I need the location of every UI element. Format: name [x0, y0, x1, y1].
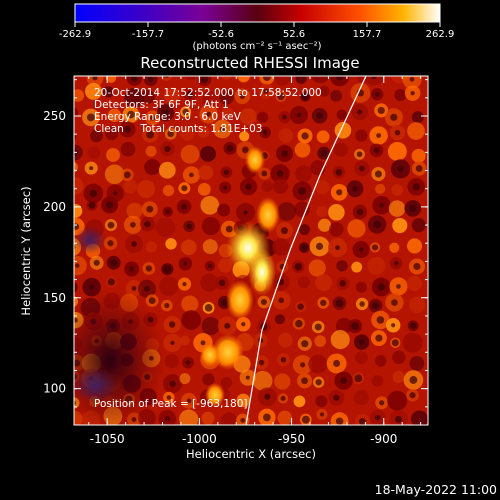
energy-range-label: Energy Range: 3.0 - 6.0 keV: [94, 111, 242, 123]
solar-image: [74, 76, 428, 425]
x-tick-label: -950: [278, 432, 305, 446]
clean-counts-label: Clean Total counts: 1.81E+03: [94, 123, 263, 135]
colorbar: [74, 3, 441, 23]
plot-title: Reconstructed RHESSI Image: [140, 54, 359, 72]
y-tick-label: 100: [43, 382, 66, 396]
x-tick-label: -1000: [182, 432, 217, 446]
x-tick-label: -1050: [90, 432, 125, 446]
x-tick-label: -900: [370, 432, 397, 446]
time-range-label: 20-Oct-2014 17:52:52.000 to 17:58:52.000: [94, 87, 322, 99]
y-axis-ticks: 100 150 200 250: [43, 79, 428, 408]
colorbar-tick-label: 262.9: [426, 29, 455, 40]
plot-frame: [73, 75, 429, 426]
y-tick-label: 250: [43, 109, 66, 123]
colorbar-tick-label: 157.7: [353, 29, 382, 40]
detectors-label: Detectors: 3F 6F 9F, Att 1: [94, 99, 229, 111]
colorbar-tick-label: -262.9: [59, 29, 91, 40]
x-axis-label: Heliocentric X (arcsec): [186, 447, 316, 461]
y-axis-label: Heliocentric Y (arcsec): [19, 186, 33, 315]
y-tick-label: 150: [43, 291, 66, 305]
colorbar-ticks: -262.9 -157.7 -52.6 52.6 157.7 262.9: [59, 22, 454, 40]
colorbar-unit-label: (photons cm⁻² s⁻¹ asec⁻²): [192, 41, 321, 52]
peak-position-label: Position of Peak = [-963,180]: [94, 398, 248, 410]
colorbar-tick-label: -157.7: [132, 29, 164, 40]
footer-date: 18-May-2022 11:00: [375, 482, 497, 497]
y-tick-label: 200: [43, 200, 66, 214]
colorbar-tick-label: 52.6: [283, 29, 305, 40]
solar-limb-line: [245, 76, 367, 425]
colorbar-tick-label: -52.6: [208, 29, 234, 40]
x-axis-ticks: -1050 -1000 -950 -900: [88, 76, 422, 446]
